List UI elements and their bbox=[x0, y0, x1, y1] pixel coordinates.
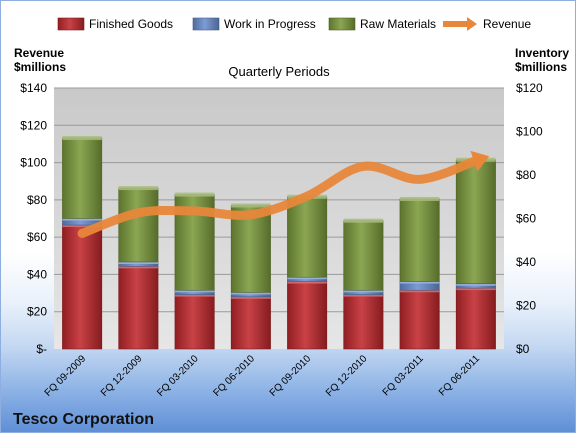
left-axis-title-line2: $millions bbox=[14, 60, 66, 74]
left-tick-label: $100 bbox=[20, 156, 47, 170]
legend-label: Work in Progress bbox=[224, 17, 316, 31]
bar-segment-cap bbox=[231, 203, 270, 207]
bar-segment-finished-goods bbox=[400, 290, 439, 349]
x-tick-label: FQ 06-2010 bbox=[211, 353, 257, 399]
bar-segment-finished-goods bbox=[175, 295, 214, 349]
right-tick-label: $40 bbox=[516, 255, 536, 269]
right-axis-title-line1: Inventory bbox=[515, 46, 569, 60]
bar-segment-raw-materials bbox=[400, 199, 439, 282]
left-tick-label: $80 bbox=[27, 193, 47, 207]
right-tick-label: $80 bbox=[516, 168, 536, 182]
legend-label: Raw Materials bbox=[360, 17, 436, 31]
left-tick-label: $40 bbox=[27, 267, 47, 281]
legend-label: Revenue bbox=[483, 17, 531, 31]
right-tick-label: $20 bbox=[516, 299, 536, 313]
right-axis-title-line2: $millions bbox=[515, 60, 567, 74]
legend: Finished Goods Work in Progress Raw Materi… bbox=[58, 17, 531, 31]
bar-segment-raw-materials bbox=[119, 188, 158, 262]
legend-swatch-revenue-arrow bbox=[467, 17, 477, 31]
left-axis-title-line1: Revenue bbox=[14, 46, 64, 60]
legend-label: Finished Goods bbox=[89, 17, 173, 31]
bar-segment-finished-goods bbox=[344, 295, 383, 349]
bar-segment-raw-materials bbox=[62, 138, 101, 218]
left-axis-ticks: $- $20 $40 $60 $80 $100 $120 $140 bbox=[20, 81, 47, 356]
left-tick-label: $140 bbox=[20, 81, 47, 95]
x-tick-label: FQ 06-2011 bbox=[437, 353, 482, 398]
bar-segment-raw-materials bbox=[287, 197, 326, 277]
left-tick-label: $20 bbox=[27, 305, 47, 319]
left-tick-label: $60 bbox=[27, 230, 47, 244]
x-tick-label: FQ 09-2010 bbox=[268, 353, 314, 399]
bar-segment-finished-goods bbox=[62, 225, 101, 349]
legend-swatch-raw-materials bbox=[329, 18, 355, 30]
right-tick-label: $0 bbox=[516, 342, 530, 356]
legend-swatch-finished-goods bbox=[58, 18, 84, 30]
bar-segment-finished-goods bbox=[119, 266, 158, 349]
x-tick-label: FQ 03-2011 bbox=[381, 353, 426, 398]
bar-segment-cap bbox=[119, 186, 158, 190]
right-tick-label: $120 bbox=[516, 81, 543, 95]
bar-segment-cap bbox=[400, 197, 439, 201]
left-tick-label: $- bbox=[36, 342, 47, 356]
legend-swatch-work-in-progress bbox=[193, 18, 219, 30]
left-tick-label: $120 bbox=[20, 118, 47, 132]
chart-title: Quarterly Periods bbox=[228, 64, 330, 79]
bar-segment-raw-materials bbox=[456, 160, 495, 284]
bar-segment-cap bbox=[344, 219, 383, 223]
bar-segment-finished-goods bbox=[456, 288, 495, 349]
x-tick-label: FQ 09-2009 bbox=[43, 353, 89, 399]
bar-segment-cap bbox=[62, 136, 101, 140]
bar-segment-raw-materials bbox=[344, 221, 383, 291]
right-axis-ticks: $0 $20 $40 $60 $80 $100 $120 bbox=[516, 81, 543, 356]
bar-segment-finished-goods bbox=[231, 297, 270, 349]
company-name: Tesco Corporation bbox=[13, 411, 154, 428]
bar-segment-finished-goods bbox=[287, 282, 326, 349]
bar-segment-cap bbox=[175, 193, 214, 197]
x-tick-label: FQ 03-2010 bbox=[155, 353, 201, 399]
x-tick-label: FQ 12-2009 bbox=[99, 353, 145, 399]
right-tick-label: $60 bbox=[516, 212, 536, 226]
right-tick-label: $100 bbox=[516, 125, 543, 139]
x-tick-label: FQ 12-2010 bbox=[324, 353, 370, 399]
